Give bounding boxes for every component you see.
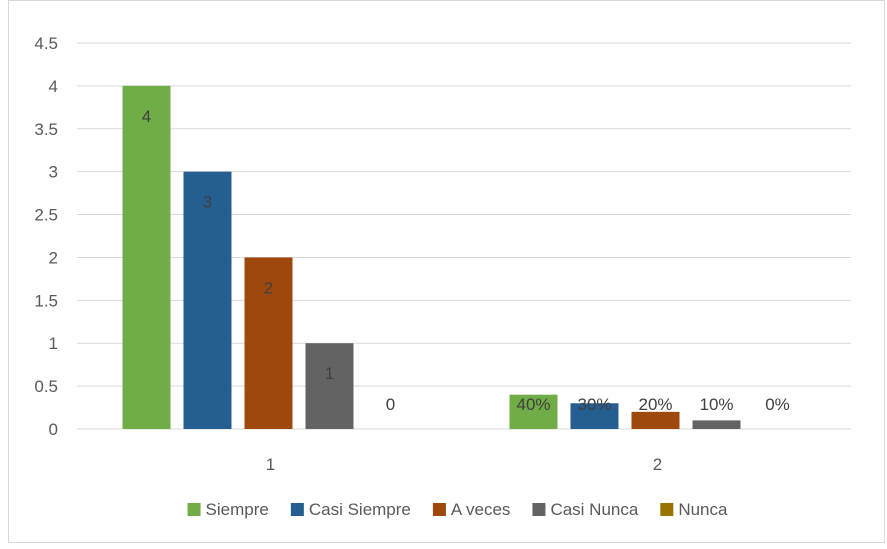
bars [122, 85, 741, 429]
data-label: 30% [577, 395, 611, 414]
legend: Siempre Casi Siempre A veces Casi Nunca Nunc… [187, 500, 728, 519]
legend-swatch [660, 503, 674, 516]
y-tick-label: 1.5 [34, 291, 58, 310]
bar [692, 420, 741, 429]
bar [183, 171, 232, 429]
bar [122, 85, 171, 429]
legend-label: Casi Siempre [309, 500, 411, 519]
y-tick-label: 3.5 [34, 120, 58, 139]
x-tick-label: 1 [266, 455, 275, 474]
legend-label: Casi Nunca [550, 500, 638, 519]
y-tick-label: 1 [49, 334, 58, 353]
bar [631, 411, 680, 429]
legend-label: A veces [451, 500, 511, 519]
data-label: 3 [203, 193, 212, 212]
y-tick-label: 0 [49, 420, 58, 439]
data-label: 20% [638, 395, 672, 414]
legend-swatch [187, 503, 201, 516]
legend-label: Nunca [678, 500, 728, 519]
data-label: 1 [325, 364, 334, 383]
y-axis-tick-labels: 0 0.5 1 1.5 2 2.5 3 3.5 4 4.5 [34, 34, 58, 439]
x-tick-label: 2 [653, 455, 662, 474]
legend-item: Casi Nunca [532, 500, 639, 519]
legend-item: Siempre [187, 500, 269, 519]
bar [509, 394, 558, 429]
data-label: 0% [765, 395, 790, 414]
legend-item: Casi Siempre [290, 500, 411, 519]
legend-swatch [532, 503, 546, 516]
bar [305, 343, 354, 429]
data-labels: 4 3 2 1 0 40% 30% 20% 10% 0% [142, 107, 790, 414]
data-label: 40% [516, 395, 550, 414]
bar [570, 403, 619, 429]
y-tick-label: 4.5 [34, 34, 58, 53]
data-label: 10% [699, 395, 733, 414]
legend-item: Nunca [660, 500, 728, 519]
legend-item: A veces [432, 500, 511, 519]
legend-label: Siempre [206, 500, 269, 519]
data-label: 0 [386, 395, 395, 414]
y-tick-label: 4 [49, 77, 58, 96]
y-tick-label: 2.5 [34, 206, 58, 225]
data-label: 4 [142, 107, 151, 126]
y-tick-label: 0.5 [34, 377, 58, 396]
y-tick-label: 2 [49, 248, 58, 267]
legend-swatch [290, 503, 304, 516]
legend-swatch [432, 503, 446, 516]
data-label: 2 [264, 278, 273, 297]
bar-chart: 0 0.5 1 1.5 2 2.5 3 3.5 4 4.5 4 3 2 1 0 40% 30% 20% 10% 0%… [34, 34, 851, 519]
bar [244, 257, 293, 429]
chart-area: 0 0.5 1 1.5 2 2.5 3 3.5 4 4.5 4 3 2 1 0 40% 30% 20% 10% 0%… [8, 0, 885, 543]
y-tick-label: 3 [49, 163, 58, 182]
